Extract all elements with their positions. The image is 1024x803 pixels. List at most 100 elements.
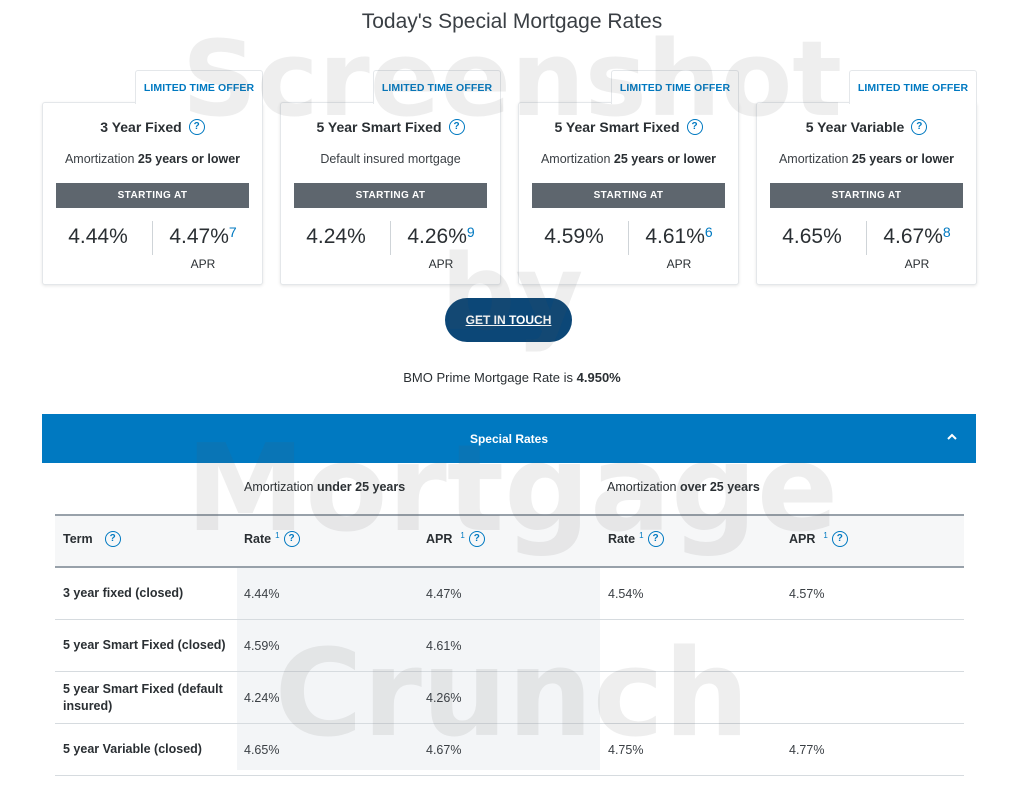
group-heading-over-25: Amortization over 25 years — [607, 480, 760, 494]
help-icon[interactable]: ? — [686, 119, 703, 135]
starting-at-bar: STARTING AT — [56, 183, 249, 208]
help-icon[interactable]: ? — [188, 119, 205, 135]
footnote-link[interactable]: 1 — [460, 530, 465, 540]
card-subtitle: Amortization 25 years or lower — [519, 152, 738, 166]
rate-under-cell: 4.65% — [244, 742, 280, 757]
limited-offer-tab: LIMITED TIME OFFER — [611, 70, 739, 104]
special-rates-accordion[interactable]: Special Rates — [42, 414, 976, 463]
table-row: 5 year Smart Fixed (default insured) 4.2… — [55, 672, 964, 724]
group-heading-under-25: Amortization under 25 years — [244, 480, 405, 494]
apr-under-cell: 4.61% — [426, 638, 462, 653]
rate-under-cell: 4.24% — [244, 690, 280, 705]
prime-rate-text: BMO Prime Mortgage Rate is 4.950% — [0, 370, 1024, 385]
card-subtitle-text: Amortization — [64, 152, 138, 166]
card-title-text: 3 Year Fixed — [100, 119, 182, 135]
card-title-text: 5 Year Smart Fixed — [554, 119, 680, 135]
page-title: Today's Special Mortgage Rates — [361, 10, 663, 33]
card-subtitle: Amortization 25 years or lower — [43, 152, 262, 166]
th-term-label: Term — [63, 532, 93, 546]
limited-offer-tab: LIMITED TIME OFFER — [849, 70, 977, 104]
group-heading-bold: under 25 years — [316, 480, 406, 494]
accordion-title: Special Rates — [469, 431, 549, 446]
help-icon[interactable]: ? — [283, 531, 300, 547]
card-title-text: 5 Year Smart Fixed — [316, 119, 442, 135]
card-subtitle-text: Amortization — [540, 152, 614, 166]
help-icon[interactable]: ? — [468, 531, 485, 547]
help-icon[interactable]: ? — [911, 119, 928, 135]
special-rates-table: Term ? Rate 1 ? APR 1 ? Rate 1 ? APR 1 ? 3 y… — [55, 514, 964, 776]
table-row: 5 year Variable (closed) 4.65% 4.67% 4.7… — [55, 724, 964, 776]
card-apr-value: 4.67% — [883, 225, 943, 248]
help-icon[interactable]: ? — [104, 531, 121, 547]
footnote-link[interactable]: 9 — [466, 224, 475, 240]
card-apr: 4.67%8 — [872, 224, 962, 249]
card-subtitle-text: Default insured mortgage — [320, 152, 461, 166]
rate-card-5-year-smart-fixed: LIMITED TIME OFFER 5 Year Smart Fixed ? … — [518, 70, 739, 285]
row-term: 5 year Variable (closed) — [63, 742, 202, 756]
card-apr-value: 4.47% — [169, 225, 229, 248]
th-label: APR — [426, 532, 453, 546]
row-term: 3 year fixed (closed) — [63, 586, 184, 600]
get-in-touch-button[interactable]: GET IN TOUCH — [445, 298, 572, 342]
th-label: Rate — [608, 532, 636, 546]
card-apr-value: 4.26% — [407, 225, 467, 248]
apr-under-cell: 4.26% — [426, 690, 462, 705]
starting-at-bar: STARTING AT — [770, 183, 963, 208]
th-label: Rate — [244, 532, 272, 546]
card-subtitle-bold: 25 years or lower — [137, 152, 241, 166]
card-subtitle-bold: 25 years or lower — [613, 152, 717, 166]
rate-divider — [866, 221, 867, 255]
card-apr-value: 4.61% — [645, 225, 705, 248]
footnote-link[interactable]: 8 — [942, 224, 951, 240]
card-title: 5 Year Smart Fixed ? — [519, 119, 738, 135]
help-icon[interactable]: ? — [448, 119, 465, 135]
card-subtitle-text: Amortization — [778, 152, 852, 166]
card-rate: 4.59% — [544, 225, 604, 248]
card-title: 3 Year Fixed ? — [43, 119, 262, 135]
card-rate: 4.24% — [306, 225, 366, 248]
th-term: Term ? — [63, 531, 121, 547]
th-rate-over: Rate 1 ? — [608, 531, 664, 547]
apr-label: APR — [904, 257, 930, 271]
chevron-up-icon[interactable] — [944, 429, 960, 445]
footnote-link[interactable]: 1 — [823, 530, 828, 540]
card-apr: 4.47%7 — [158, 224, 248, 249]
card-title-text: 5 Year Variable — [805, 119, 905, 135]
rate-divider — [152, 221, 153, 255]
group-heading-text: Amortization — [607, 480, 680, 494]
prime-rate-value: 4.950% — [576, 370, 621, 385]
rate-under-cell: 4.59% — [244, 638, 280, 653]
help-icon[interactable]: ? — [647, 531, 664, 547]
card-rate: 4.65% — [782, 225, 842, 248]
card-subtitle-bold: 25 years or lower — [851, 152, 955, 166]
apr-under-cell: 4.47% — [426, 586, 462, 601]
card-title: 5 Year Variable ? — [757, 119, 976, 135]
rate-divider — [628, 221, 629, 255]
apr-label: APR — [666, 257, 692, 271]
limited-offer-tab: LIMITED TIME OFFER — [373, 70, 501, 104]
th-label: APR — [789, 532, 816, 546]
footnote-link[interactable]: 1 — [275, 530, 280, 540]
th-rate-under: Rate 1 ? — [244, 531, 300, 547]
th-apr-under: APR 1 ? — [426, 531, 485, 547]
starting-at-bar: STARTING AT — [532, 183, 725, 208]
footnote-link[interactable]: 6 — [704, 224, 713, 240]
card-subtitle: Default insured mortgage — [281, 152, 500, 166]
apr-over-cell: 4.57% — [789, 586, 825, 601]
table-row: 5 year Smart Fixed (closed) 4.59% 4.61% — [55, 620, 964, 672]
rate-card-5-year-variable: LIMITED TIME OFFER 5 Year Variable ? Amo… — [756, 70, 977, 285]
help-icon[interactable]: ? — [831, 531, 848, 547]
footnote-link[interactable]: 7 — [228, 224, 237, 240]
rate-divider — [390, 221, 391, 255]
rate-over-cell: 4.75% — [608, 742, 644, 757]
table-header: Term ? Rate 1 ? APR 1 ? Rate 1 ? APR 1 ? — [55, 514, 964, 568]
group-heading-bold: over 25 years — [679, 480, 760, 494]
th-apr-over: APR 1 ? — [789, 531, 848, 547]
row-term: 5 year Smart Fixed (default insured) — [63, 681, 223, 713]
card-subtitle: Amortization 25 years or lower — [757, 152, 976, 166]
card-apr: 4.61%6 — [634, 224, 724, 249]
table-row: 3 year fixed (closed) 4.44% 4.47% 4.54% … — [55, 568, 964, 620]
apr-label: APR — [190, 257, 216, 271]
footnote-link[interactable]: 1 — [639, 530, 644, 540]
prime-rate-label: BMO Prime Mortgage Rate is — [403, 370, 577, 385]
